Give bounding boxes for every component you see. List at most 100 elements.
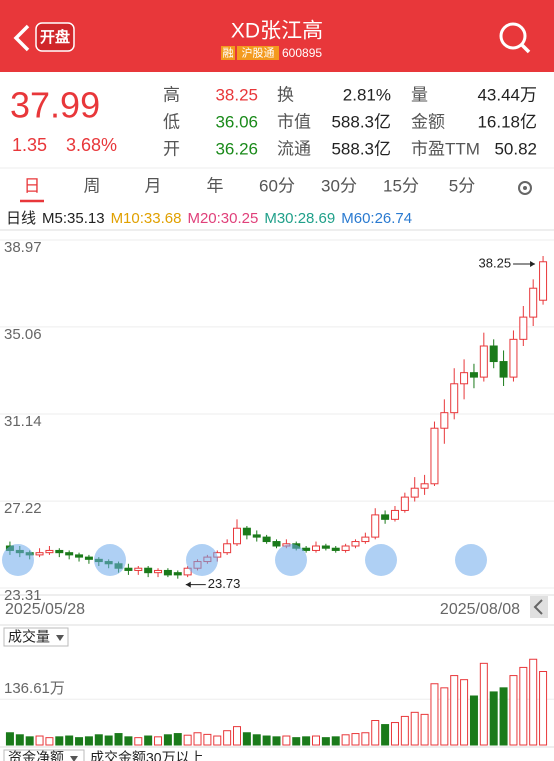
candle-body (469, 372, 478, 378)
candle-body (489, 345, 498, 363)
stat-label: 开 (163, 139, 180, 158)
arrow-head (185, 581, 191, 588)
volume-bar (440, 687, 449, 746)
volume-bar (55, 736, 64, 746)
candle-body (430, 427, 439, 485)
change: 1.35 (12, 135, 47, 155)
period-tab[interactable]: 年 (207, 176, 224, 195)
stat-value: 16.18亿 (477, 112, 537, 131)
collapse-icon (533, 599, 543, 615)
volume-bar (381, 724, 390, 746)
stat-label: 量 (411, 85, 428, 104)
volume-bar (252, 734, 261, 746)
nav-circle[interactable] (365, 544, 397, 576)
tag-box (237, 46, 279, 60)
candle-body (252, 534, 261, 538)
volume-bar (75, 737, 84, 746)
ma-legend: M20:30.25 (187, 210, 258, 227)
badge[interactable]: 开盘 (40, 28, 70, 46)
back-button[interactable] (13, 24, 30, 52)
volume-bar (84, 736, 93, 746)
arrow-head (530, 261, 536, 267)
volume-bar (282, 735, 291, 746)
volume-bar (144, 735, 153, 746)
search-button[interactable] (499, 22, 531, 54)
candle-body (400, 496, 409, 511)
candle-body (311, 545, 320, 551)
volume-selector[interactable] (3, 627, 69, 647)
volume-bar (489, 691, 498, 746)
ma-legend: M60:26.74 (341, 210, 412, 227)
volume-bar (114, 733, 123, 746)
candle-body (302, 547, 311, 551)
volume-bar (460, 679, 469, 746)
period-tab[interactable]: 5分 (449, 176, 475, 195)
candle-body (55, 549, 64, 554)
volume-label[interactable]: 成交量 (8, 629, 50, 645)
nav-circle[interactable] (275, 544, 307, 576)
x-tick-label: 2025/05/28 (5, 601, 85, 618)
period-tab[interactable]: 月 (145, 176, 162, 195)
volume-bar (65, 735, 74, 746)
candle-body (65, 552, 74, 556)
volume-bar (450, 675, 459, 746)
nav-circle[interactable] (2, 544, 34, 576)
tag-box (221, 46, 235, 60)
badge-box[interactable] (35, 22, 75, 52)
stat-value: 588.3亿 (331, 112, 391, 131)
candle-body (331, 547, 340, 551)
candle-body (351, 541, 360, 547)
volume-bar (410, 711, 419, 746)
period-tab[interactable]: 60分 (259, 176, 295, 195)
stat-label: 市盈TTM (411, 139, 480, 158)
candle-body (35, 552, 44, 556)
y-tick-label: 38.97 (4, 239, 42, 256)
candle-body (154, 569, 163, 574)
volume-bar (390, 722, 399, 746)
stat-label: 换 (277, 85, 294, 104)
period-tab[interactable]: 周 (84, 176, 101, 195)
candle-body (341, 545, 350, 551)
period-tab[interactable]: 15分 (383, 176, 419, 195)
footer-label[interactable]: 资金净额 (8, 750, 64, 761)
volume-bar (321, 737, 330, 746)
price: 37.99 (10, 85, 100, 126)
candle-body (420, 483, 429, 489)
candle-body (381, 514, 390, 520)
volume-bar (272, 736, 281, 746)
ma-legend: M5:35.13 (42, 210, 105, 227)
nav-circle[interactable] (455, 544, 487, 576)
volume-tick-label: 136.61万 (4, 680, 65, 697)
volume-bar (223, 730, 232, 746)
volume-bar (351, 733, 360, 746)
volume-bar (420, 713, 429, 746)
high-annotation: 38.25 (479, 255, 512, 270)
dropdown-icon (70, 756, 78, 761)
stat-label: 流通 (277, 139, 311, 158)
collapse-button[interactable] (530, 596, 548, 618)
candle-body (223, 543, 232, 554)
candle-body (84, 556, 93, 560)
tag: 融 (223, 46, 234, 59)
volume-bar (331, 736, 340, 746)
volume-bar (203, 733, 212, 746)
stat-value: 38.25 (215, 85, 258, 104)
volume-bar (292, 737, 301, 746)
candle-body (262, 536, 271, 543)
nav-circle[interactable] (186, 544, 218, 576)
volume-bar (45, 737, 54, 746)
volume-bar (242, 732, 251, 746)
period-tab[interactable]: 30分 (321, 176, 357, 195)
volume-bar (124, 736, 133, 746)
stat-label: 金额 (411, 112, 445, 131)
y-tick-label: 31.14 (4, 413, 42, 430)
nav-circle[interactable] (94, 544, 126, 576)
volume-bar (173, 733, 182, 746)
candle-body (45, 549, 54, 554)
candle-body (124, 567, 133, 571)
footer-selector[interactable] (3, 749, 85, 761)
period-tab[interactable]: 日 (24, 176, 41, 195)
x-tick-label: 2025/08/08 (440, 601, 520, 618)
settings-button[interactable] (518, 181, 532, 195)
volume-bar (400, 715, 409, 746)
